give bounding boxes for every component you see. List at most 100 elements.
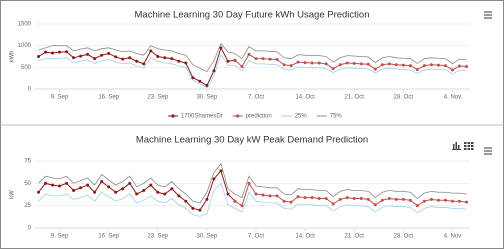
point-marker xyxy=(170,57,174,61)
x-tick-label: 30. Sep xyxy=(197,234,218,240)
point-marker xyxy=(121,187,125,191)
x-tick-label: 4. Nov xyxy=(444,234,461,240)
point-marker xyxy=(359,62,363,66)
series-line xyxy=(38,162,467,204)
point-marker xyxy=(261,57,265,61)
legend-label[interactable]: 75% xyxy=(330,114,343,120)
point-marker xyxy=(142,62,146,66)
chart-icon[interactable] xyxy=(452,142,461,150)
point-marker xyxy=(86,183,90,187)
point-marker xyxy=(303,61,307,65)
point-marker xyxy=(240,204,244,208)
point-marker xyxy=(149,49,153,53)
point-marker xyxy=(352,61,356,65)
x-tick-label: 14. Oct xyxy=(295,234,315,240)
point-marker xyxy=(408,198,412,202)
x-tick-label: 14. Oct xyxy=(295,95,315,101)
point-marker xyxy=(156,190,160,194)
chart-title: Machine Learning 30 Day kW Peak Demand P… xyxy=(136,135,368,146)
point-marker xyxy=(177,59,181,63)
x-tick-label: 9. Sep xyxy=(51,234,69,240)
point-marker xyxy=(233,199,237,203)
table-icon[interactable] xyxy=(464,142,474,150)
point-marker xyxy=(317,61,321,65)
point-marker xyxy=(324,62,328,66)
x-tick-label: 7. Oct xyxy=(248,234,264,240)
menu-icon[interactable] xyxy=(484,11,492,19)
point-marker xyxy=(198,208,202,212)
point-marker xyxy=(415,204,419,208)
y-tick-label: 0 xyxy=(28,226,32,232)
chart-title: Machine Learning 30 Day Future kWh Usage… xyxy=(135,10,370,21)
point-marker xyxy=(254,57,258,61)
point-marker xyxy=(51,51,55,55)
point-marker xyxy=(107,185,111,189)
point-marker xyxy=(114,190,118,194)
point-marker xyxy=(345,196,349,200)
point-marker xyxy=(219,46,223,50)
point-marker xyxy=(261,193,265,197)
point-marker xyxy=(135,192,139,196)
y-axis-title: kWh xyxy=(10,51,16,63)
point-marker xyxy=(170,187,174,191)
point-marker xyxy=(149,183,153,187)
point-marker xyxy=(464,200,468,204)
legend-label[interactable]: 1700ShamesDr xyxy=(181,114,223,120)
y-tick-label: 1000 xyxy=(18,43,32,49)
point-marker xyxy=(275,58,279,62)
y-axis-title: kW xyxy=(10,190,16,199)
point-marker xyxy=(436,198,440,202)
series-line xyxy=(38,182,467,217)
point-marker xyxy=(373,203,377,207)
point-marker xyxy=(310,61,314,65)
legend-label[interactable]: 25% xyxy=(295,114,308,120)
legend-label[interactable]: prediction xyxy=(246,114,272,120)
point-marker xyxy=(79,186,83,190)
point-marker xyxy=(331,202,335,206)
point-marker xyxy=(37,55,41,58)
point-marker xyxy=(226,59,230,63)
point-marker xyxy=(415,68,419,71)
point-marker xyxy=(338,197,342,201)
point-marker xyxy=(128,181,132,185)
point-marker xyxy=(366,197,370,201)
menu-icon[interactable] xyxy=(484,147,492,155)
point-marker xyxy=(191,206,195,210)
point-marker xyxy=(387,197,391,201)
x-tick-label: 9. Sep xyxy=(51,95,69,101)
y-tick-label: 0 xyxy=(28,87,32,93)
x-tick-label: 16. Sep xyxy=(98,234,119,240)
point-marker xyxy=(436,63,440,67)
point-marker xyxy=(247,52,251,56)
point-marker xyxy=(86,52,90,56)
point-marker xyxy=(352,197,356,201)
x-tick-label: 16. Sep xyxy=(98,95,119,101)
point-marker xyxy=(401,63,405,67)
point-marker xyxy=(107,51,111,55)
y-tick-label: 25 xyxy=(24,203,31,209)
point-marker xyxy=(163,192,167,196)
point-marker xyxy=(205,197,209,201)
point-marker xyxy=(65,50,69,54)
point-marker xyxy=(289,200,293,204)
point-marker xyxy=(58,50,62,54)
point-marker xyxy=(65,181,69,185)
point-marker xyxy=(429,63,433,67)
point-marker xyxy=(247,181,251,185)
x-tick-label: 30. Sep xyxy=(197,95,218,101)
x-tick-label: 28. Oct xyxy=(394,234,414,240)
point-marker xyxy=(72,188,76,192)
point-marker xyxy=(254,192,258,196)
point-marker xyxy=(233,58,237,62)
point-marker xyxy=(296,60,300,64)
point-marker xyxy=(394,197,398,201)
point-marker xyxy=(177,194,181,198)
point-marker xyxy=(282,199,286,203)
point-marker xyxy=(317,197,321,201)
point-marker xyxy=(345,61,349,65)
y-tick-label: 1500 xyxy=(18,22,32,28)
y-tick-label: 75 xyxy=(24,159,31,165)
x-tick-label: 21. Oct xyxy=(345,234,365,240)
point-marker xyxy=(191,76,195,80)
